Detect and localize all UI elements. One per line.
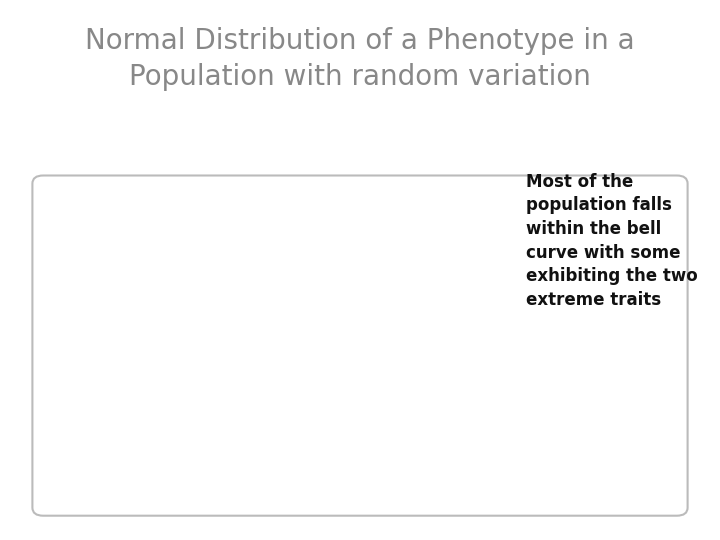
Text: Phenotype (height): Phenotype (height) <box>228 469 361 483</box>
Text: Normal Distribution of a Phenotype in a
Population with random variation: Normal Distribution of a Phenotype in a … <box>85 27 635 91</box>
Text: Frequency of Phenotype: Frequency of Phenotype <box>72 267 86 436</box>
Text: Most of the
population falls
within the bell
curve with some
exhibiting the two
: Most of the population falls within the … <box>526 173 698 309</box>
